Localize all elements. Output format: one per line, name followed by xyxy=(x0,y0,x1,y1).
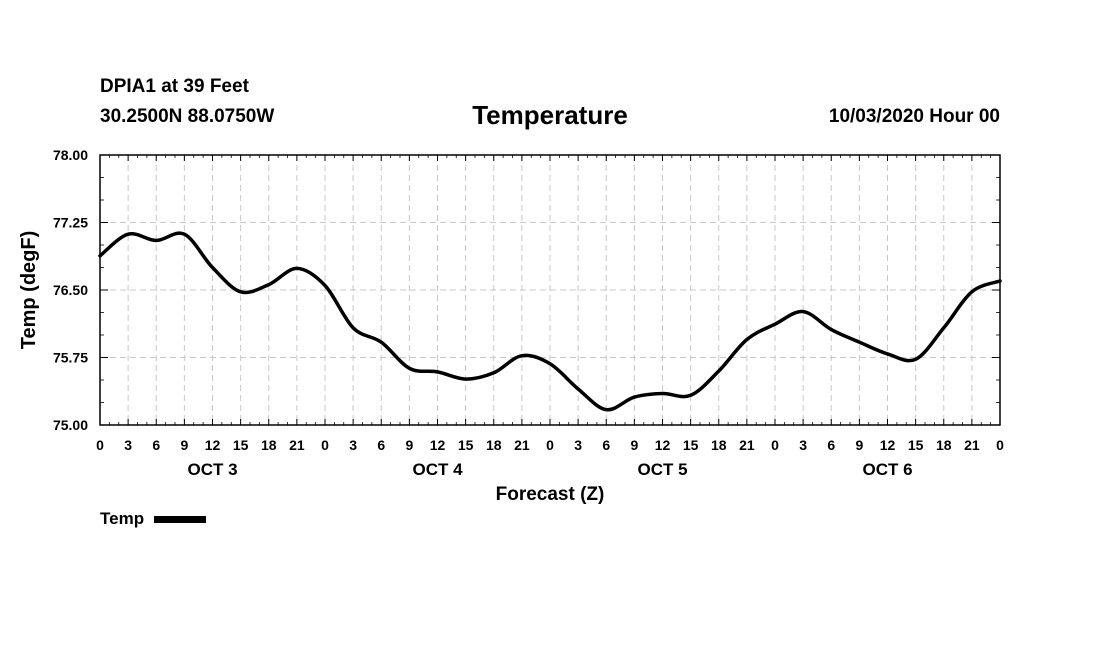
x-day-labels: OCT 3 OCT 4 OCT 5 OCT 6 xyxy=(187,460,912,479)
legend: Temp xyxy=(100,509,207,529)
x-tick-label: 6 xyxy=(602,437,610,453)
x-tick-label: 12 xyxy=(205,437,221,453)
station-label: DPIA1 at 39 Feet xyxy=(100,76,249,97)
x-tick-label: 3 xyxy=(574,437,582,453)
y-tick-label: 76.50 xyxy=(53,282,88,298)
y-tick-label: 77.25 xyxy=(53,215,88,231)
legend-label: Temp xyxy=(100,509,145,528)
x-tick-label: 21 xyxy=(964,437,980,453)
x-tick-label: 6 xyxy=(827,437,835,453)
x-tick-label: 21 xyxy=(739,437,755,453)
x-tick-label: 6 xyxy=(152,437,160,453)
legend-swatch xyxy=(154,515,207,523)
y-axis-label: Temp (degF) xyxy=(18,231,40,350)
x-tick-label: 18 xyxy=(936,437,952,453)
x-tick-label: 15 xyxy=(458,437,474,453)
x-tick-label: 0 xyxy=(546,437,554,453)
x-tick-label: 3 xyxy=(799,437,807,453)
x-tick-label: 15 xyxy=(683,437,699,453)
x-tick-label: 9 xyxy=(630,437,638,453)
y-tick-label: 75.75 xyxy=(53,350,88,366)
x-tick-label: 21 xyxy=(514,437,530,453)
x-tick-label: 12 xyxy=(655,437,671,453)
forecast-datetime: 10/03/2020 Hour 00 xyxy=(828,106,1000,127)
x-tick-label: 6 xyxy=(377,437,385,453)
x-tick-label: 18 xyxy=(261,437,277,453)
x-tick-label: 9 xyxy=(180,437,188,453)
x-tick-label: 0 xyxy=(321,437,329,453)
x-tick-label: 0 xyxy=(771,437,779,453)
y-tick-label: 75.00 xyxy=(53,417,88,433)
x-axis-label: Forecast (Z) xyxy=(496,484,605,505)
plot-frame xyxy=(99,154,1001,426)
chart-title: Temperature xyxy=(472,100,628,130)
x-day-label: OCT 6 xyxy=(862,460,912,479)
x-day-label: OCT 5 xyxy=(637,460,687,479)
x-day-label: OCT 3 xyxy=(187,460,237,479)
x-tick-label: 3 xyxy=(349,437,357,453)
x-tick-label: 12 xyxy=(880,437,896,453)
x-tick-label: 18 xyxy=(486,437,502,453)
x-day-label: OCT 4 xyxy=(412,460,463,479)
y-tick-labels: 75.00 75.75 76.50 77.25 78.00 xyxy=(53,147,88,433)
x-tick-label: 9 xyxy=(405,437,413,453)
x-tick-label: 18 xyxy=(711,437,727,453)
x-tick-labels: 0 3 6 9 12 15 18 21 0 3 6 9 12 15 18 21 0 3 6 9 12 15 18 21 0 3 6 9… xyxy=(96,437,1004,453)
x-tick-label: 21 xyxy=(289,437,305,453)
x-tick-label: 3 xyxy=(124,437,132,453)
x-tick-label: 15 xyxy=(233,437,249,453)
x-tick-label: 12 xyxy=(430,437,446,453)
x-tick-label: 15 xyxy=(908,437,924,453)
x-tick-label: 9 xyxy=(855,437,863,453)
coordinates-label: 30.2500N 88.0750W xyxy=(100,106,275,127)
series-layer xyxy=(98,231,1002,412)
x-tick-label: 0 xyxy=(96,437,104,453)
x-tick-label: 0 xyxy=(996,437,1004,453)
y-tick-label: 78.00 xyxy=(53,147,88,163)
temp-series-line xyxy=(98,231,1002,412)
